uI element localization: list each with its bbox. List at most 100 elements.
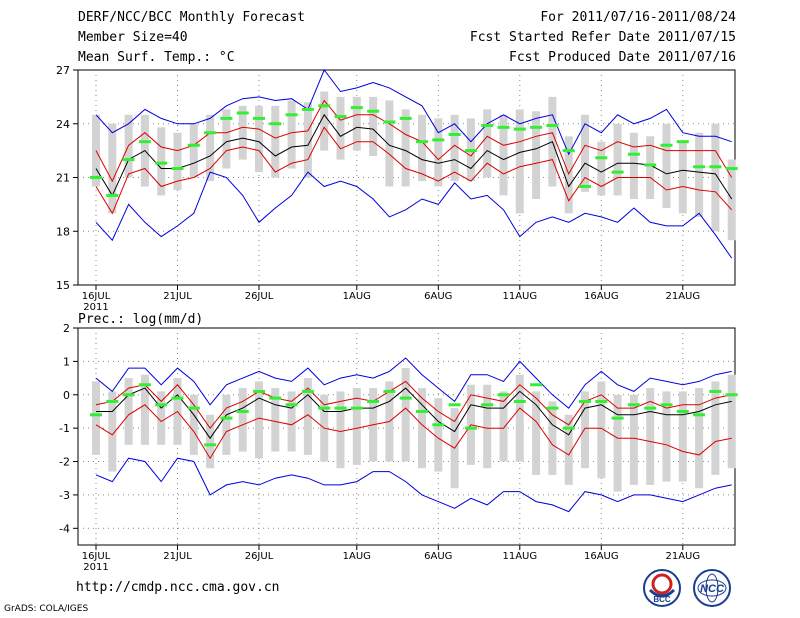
median-mark (155, 161, 168, 165)
spread-box (727, 374, 736, 469)
spread-box (646, 136, 655, 199)
spread-box (711, 381, 720, 475)
median-mark (644, 163, 657, 167)
median-mark (497, 393, 510, 397)
median-mark (676, 409, 689, 413)
spread-box (695, 132, 704, 217)
spread-box (532, 391, 541, 475)
series-line-mean (95, 113, 733, 200)
y-tick-label: -2 (59, 456, 70, 469)
forecast-period: For 2011/07/16-2011/08/24 (540, 10, 736, 25)
x-tick-label: 1AUG (343, 291, 371, 302)
chart-title: DERF/NCC/BCC Monthly Forecast (78, 10, 305, 25)
x-tick-label: 26JUL (245, 291, 274, 302)
x-tick-label: 6AUG (424, 551, 452, 562)
median-mark (611, 416, 624, 420)
median-mark (448, 133, 461, 136)
grads-credit: GrADS: COLA/IGES (4, 604, 89, 614)
median-mark (416, 409, 428, 413)
median-mark (579, 184, 591, 188)
spread-box (206, 414, 215, 469)
spread-box (483, 384, 492, 469)
median-mark (220, 416, 233, 420)
median-mark (513, 127, 526, 131)
median-mark (481, 403, 494, 407)
median-mark (138, 140, 151, 144)
median-mark (334, 115, 347, 119)
spread-box (238, 388, 247, 452)
ncc-logo-text: NCC (700, 583, 725, 595)
x-tick-label: 6AUG (424, 291, 452, 302)
spread-box (499, 114, 508, 196)
spread-box (418, 114, 426, 182)
spread-box (157, 391, 166, 445)
series-line-upper (95, 380, 732, 430)
spread-box (189, 123, 198, 178)
median-mark (464, 426, 477, 430)
source-url[interactable]: http://cmdp.ncc.cma.gov.cn (76, 580, 280, 595)
spread-box (173, 132, 182, 191)
spread-box (287, 100, 296, 169)
spread-box (336, 96, 345, 160)
median-mark (122, 393, 135, 397)
spread-box (271, 105, 280, 178)
median-mark (595, 156, 608, 160)
median-mark (416, 140, 428, 144)
spread-box (678, 391, 687, 482)
spread-box (320, 91, 329, 151)
median-mark (138, 383, 151, 387)
median-mark (464, 149, 477, 153)
median-mark (709, 389, 722, 393)
median-mark (106, 399, 119, 403)
spread-box (238, 105, 247, 160)
spread-box (727, 159, 736, 241)
median-mark (350, 406, 363, 410)
median-mark (122, 158, 135, 162)
spread-box (336, 391, 345, 469)
spread-box (255, 105, 263, 173)
median-mark (367, 109, 380, 113)
spread-box (564, 414, 573, 485)
median-mark (725, 393, 738, 397)
median-mark (660, 403, 673, 407)
x-tick-label: 16AUG (584, 551, 619, 562)
median-mark (399, 396, 412, 400)
x-tick-label: 16JUL (82, 291, 111, 302)
spread-box (140, 374, 149, 445)
median-mark (627, 152, 640, 156)
median-mark (350, 106, 363, 110)
spread-box (418, 388, 426, 469)
series-line-lower (95, 404, 732, 460)
spread-box (597, 141, 606, 196)
spread-box (581, 114, 589, 192)
spread-box (157, 127, 166, 196)
x-tick-label: 1AUG (343, 551, 371, 562)
spread-box (450, 114, 459, 182)
median-mark (90, 413, 102, 417)
median-mark (171, 167, 184, 171)
spread-box (124, 378, 133, 445)
median-mark (399, 116, 412, 120)
median-mark (693, 165, 706, 169)
median-mark (236, 111, 249, 115)
median-mark (334, 406, 347, 410)
spread-box (662, 123, 671, 208)
spread-box (352, 388, 361, 465)
median-mark (513, 399, 526, 403)
spread-box (108, 123, 117, 214)
spread-box (206, 114, 215, 182)
spread-box (515, 374, 524, 462)
median-mark (236, 409, 249, 413)
variable-label: Mean Surf. Temp.: °C (78, 50, 235, 65)
spread-box (515, 109, 524, 214)
median-mark (530, 125, 543, 129)
spread-box (629, 394, 638, 485)
spread-box (548, 401, 557, 475)
x-tick-label: 26JUL (245, 551, 274, 562)
median-mark (187, 406, 200, 410)
y-tick-label: -4 (59, 522, 70, 535)
y-tick-label: 1 (63, 355, 70, 368)
spread-box (287, 391, 296, 452)
header-right: For 2011/07/16-2011/08/24 Fcst Started R… (470, 8, 736, 68)
